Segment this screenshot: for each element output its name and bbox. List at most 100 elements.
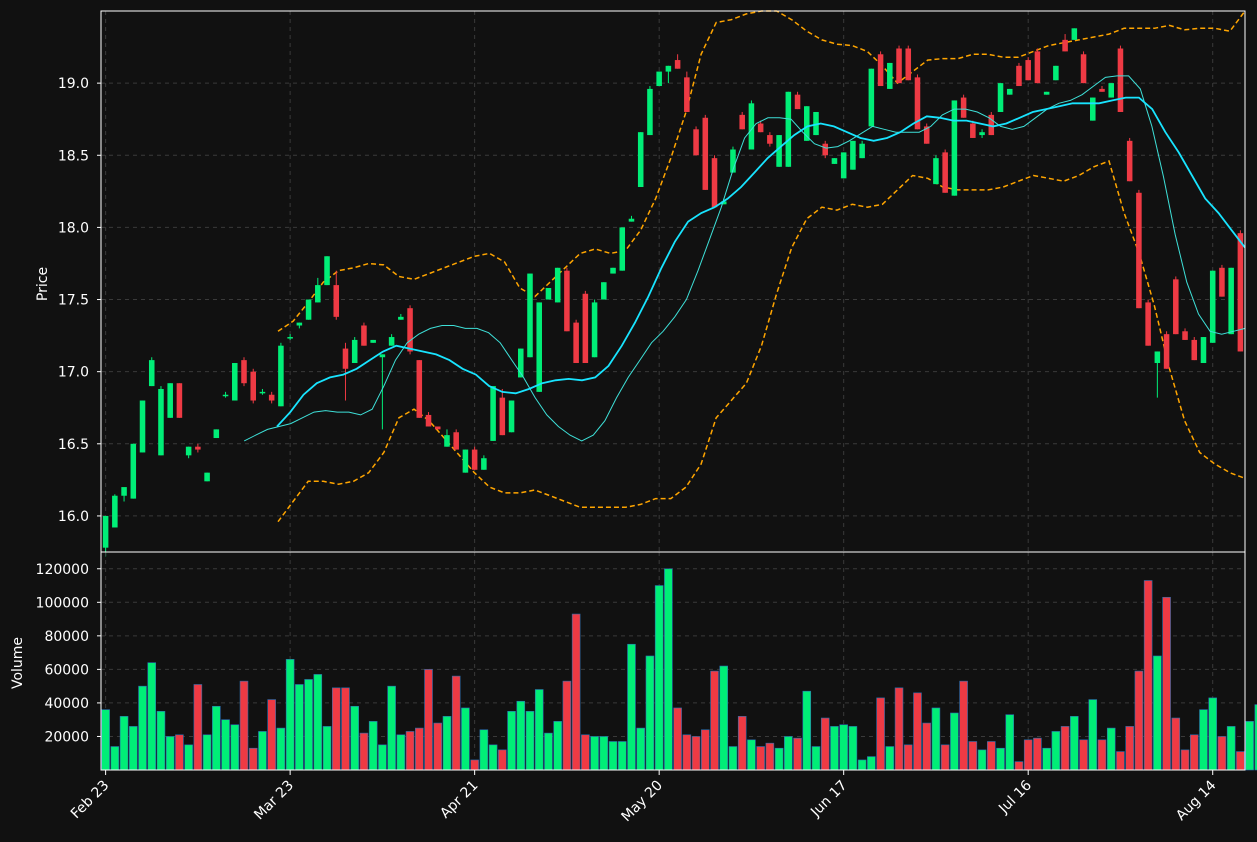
candle-body (822, 143, 828, 156)
candle-body (1053, 65, 1059, 81)
candle (102, 515, 109, 557)
candle (1126, 137, 1133, 182)
candle-body (960, 97, 967, 118)
volume-bar (848, 726, 858, 771)
volume-bar (608, 741, 618, 771)
candle-body (637, 132, 644, 188)
volume-bar (470, 759, 479, 771)
volume-bar (617, 741, 627, 771)
volume-axis: 20000 40000 60000 80000 100000 120000 (36, 562, 101, 745)
volume-bar (977, 749, 987, 771)
candle (434, 426, 441, 430)
volume-bar (765, 742, 775, 771)
candle (195, 443, 201, 453)
candle-body (1090, 97, 1096, 121)
candle-body (684, 77, 690, 112)
candle-body (610, 267, 616, 274)
candle (1228, 267, 1234, 335)
candle-body (545, 287, 552, 300)
candle (462, 449, 469, 473)
volume-bar (248, 747, 258, 771)
price-axis: 16.0 16.5 17.0 17.5 18.0 18.5 19.0 (58, 76, 101, 525)
candle-body (564, 270, 570, 332)
candle-body (1071, 28, 1078, 40)
volume-bar (1106, 727, 1116, 771)
candle-body (434, 426, 441, 430)
volume-bar (396, 734, 406, 771)
volume-bar (1051, 731, 1061, 771)
candle (601, 282, 607, 300)
candle (619, 227, 626, 271)
candle-body (656, 71, 662, 87)
volume-tick-label: 20000 (44, 729, 89, 745)
candle-body (287, 337, 293, 339)
volume-bar (645, 655, 655, 771)
candle-body (213, 429, 220, 439)
volume-bar (341, 687, 350, 771)
candle-body (1163, 334, 1170, 369)
candle-body (527, 273, 533, 358)
volume-bar (747, 739, 756, 771)
volume-tick-label: 100000 (36, 595, 89, 611)
volume-bar (285, 659, 295, 771)
candle (315, 277, 321, 303)
volume-bar (507, 711, 516, 771)
candle (250, 368, 256, 404)
candle (388, 334, 395, 346)
candle-body (896, 48, 902, 84)
volume-bar (156, 711, 166, 771)
volume-bar (1226, 726, 1236, 771)
volume-bar (368, 721, 378, 771)
volume-bar (627, 643, 636, 771)
volume-bar (1189, 734, 1199, 771)
candle-body (1219, 267, 1225, 297)
volume-bar (793, 737, 802, 771)
volume-bar (719, 665, 729, 771)
volume-grid (101, 552, 1245, 770)
candle (554, 267, 561, 303)
candle (785, 91, 792, 167)
candle (1182, 328, 1188, 340)
volume-bar (1180, 749, 1190, 771)
volume-bar (968, 741, 978, 771)
candle-body (887, 62, 893, 89)
candle (905, 45, 912, 81)
volume-bar (387, 685, 396, 771)
volume-bar (599, 736, 609, 771)
candle-body (536, 302, 542, 392)
volume-bar (664, 568, 673, 771)
candle-body (278, 345, 284, 407)
candle (139, 400, 146, 453)
volume-bar (276, 727, 286, 771)
candle (942, 149, 948, 193)
volume-bar (258, 731, 267, 771)
candle (859, 140, 865, 159)
candle-body (222, 394, 229, 397)
candle-body (1136, 192, 1142, 309)
candle (877, 51, 884, 87)
volume-bar (802, 690, 812, 771)
candle-body (388, 337, 395, 346)
candle-body (416, 360, 423, 418)
candle-body (739, 114, 745, 130)
volume-bar (811, 746, 821, 771)
volume-bar (1014, 761, 1024, 771)
candle (158, 386, 164, 456)
volume-bar (359, 732, 369, 771)
candle (222, 391, 229, 398)
candle (582, 290, 589, 364)
candle (684, 71, 690, 112)
candle-body (481, 458, 487, 470)
candle-body (591, 302, 598, 358)
volume-bar (950, 712, 959, 771)
volume-bar (1125, 726, 1134, 771)
volume-bar (212, 705, 221, 771)
volume-axis-label: Volume (10, 637, 26, 689)
candle-body (1182, 331, 1188, 340)
candle (1237, 230, 1244, 352)
candle-body (1173, 279, 1179, 335)
candle-body (407, 308, 413, 352)
volume-bar (488, 744, 498, 771)
candle (508, 400, 515, 433)
